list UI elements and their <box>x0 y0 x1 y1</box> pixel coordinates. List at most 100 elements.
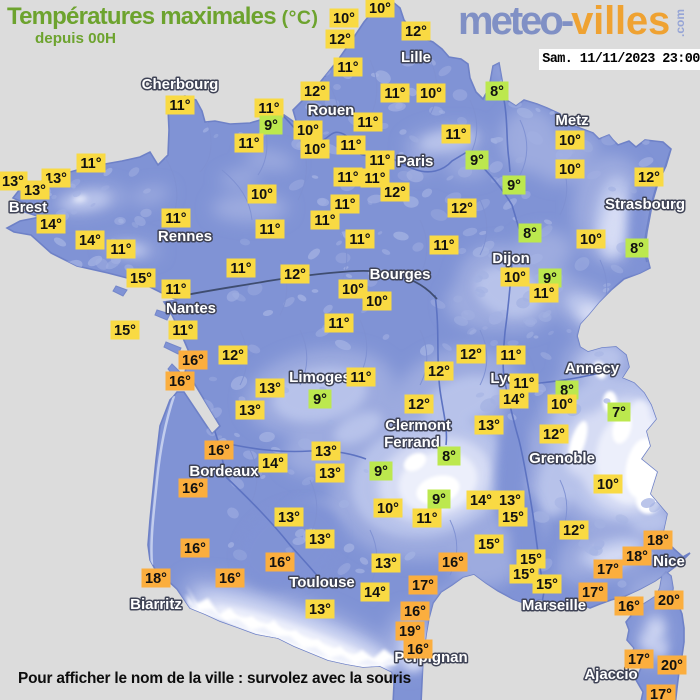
svg-text:17°: 17° <box>650 687 672 700</box>
svg-text:11°: 11° <box>500 348 521 364</box>
svg-text:11°: 11° <box>369 153 390 169</box>
svg-text:11°: 11° <box>364 171 385 187</box>
svg-text:12°: 12° <box>460 347 482 363</box>
svg-text:11°: 11° <box>357 115 378 131</box>
svg-text:10°: 10° <box>559 162 581 178</box>
svg-text:14°: 14° <box>503 392 525 408</box>
svg-text:12°: 12° <box>428 364 450 380</box>
svg-text:Bordeaux: Bordeaux <box>189 463 259 480</box>
svg-text:13°: 13° <box>478 418 500 434</box>
svg-text:Nice: Nice <box>653 553 685 570</box>
svg-text:11°: 11° <box>259 222 280 238</box>
svg-text:10°: 10° <box>504 270 526 286</box>
svg-text:13°: 13° <box>24 183 46 199</box>
svg-text:10°: 10° <box>580 232 602 248</box>
svg-text:14°: 14° <box>364 585 386 601</box>
svg-text:16°: 16° <box>169 374 191 390</box>
svg-text:11°: 11° <box>328 316 349 332</box>
svg-text:11°: 11° <box>349 232 370 248</box>
svg-text:Ferrand: Ferrand <box>384 434 440 451</box>
svg-text:14°: 14° <box>262 456 284 472</box>
svg-text:16°: 16° <box>182 481 204 497</box>
svg-text:10°: 10° <box>251 187 273 203</box>
svg-text:11°: 11° <box>165 211 186 227</box>
svg-text:10°: 10° <box>377 501 399 517</box>
svg-text:10°: 10° <box>342 282 364 298</box>
svg-text:10°: 10° <box>597 477 619 493</box>
svg-text:11°: 11° <box>384 86 405 102</box>
svg-text:12°: 12° <box>222 348 244 364</box>
svg-text:Grenoble: Grenoble <box>529 450 595 467</box>
svg-text:8°: 8° <box>523 226 537 242</box>
svg-text:18°: 18° <box>647 533 669 549</box>
svg-text:16°: 16° <box>618 599 640 615</box>
svg-text:13°: 13° <box>278 510 300 526</box>
svg-text:11°: 11° <box>416 511 437 527</box>
svg-text:9°: 9° <box>374 464 388 480</box>
svg-text:11°: 11° <box>172 323 193 339</box>
svg-text:13°: 13° <box>309 532 331 548</box>
svg-text:11°: 11° <box>169 98 190 114</box>
svg-text:11°: 11° <box>334 197 355 213</box>
svg-text:11°: 11° <box>533 286 554 302</box>
svg-text:13°: 13° <box>309 602 331 618</box>
svg-text:14°: 14° <box>40 217 62 233</box>
svg-text:17°: 17° <box>628 652 650 668</box>
svg-text:15°: 15° <box>520 552 542 568</box>
svg-text:12°: 12° <box>543 427 565 443</box>
svg-text:Metz: Metz <box>555 112 588 129</box>
svg-text:9°: 9° <box>313 392 327 408</box>
svg-text:13°: 13° <box>319 466 341 482</box>
svg-text:16°: 16° <box>404 604 426 620</box>
svg-text:13°: 13° <box>499 493 521 509</box>
svg-text:Clermont: Clermont <box>385 417 451 434</box>
svg-text:12°: 12° <box>329 32 351 48</box>
svg-text:9°: 9° <box>470 153 484 169</box>
svg-text:12°: 12° <box>284 267 306 283</box>
svg-text:11°: 11° <box>337 170 358 186</box>
svg-text:8°: 8° <box>442 449 456 465</box>
svg-text:11°: 11° <box>258 101 279 117</box>
svg-text:13°: 13° <box>2 174 24 190</box>
svg-text:17°: 17° <box>412 578 434 594</box>
svg-text:11°: 11° <box>445 127 466 143</box>
svg-text:Limoges: Limoges <box>289 369 351 386</box>
svg-text:16°: 16° <box>219 571 241 587</box>
svg-text:Rouen: Rouen <box>308 102 355 119</box>
svg-text:16°: 16° <box>182 353 204 369</box>
svg-text:12°: 12° <box>408 397 430 413</box>
svg-text:17°: 17° <box>597 562 619 578</box>
svg-text:11°: 11° <box>110 242 131 258</box>
svg-text:11°: 11° <box>165 282 186 298</box>
svg-text:15°: 15° <box>513 567 535 583</box>
svg-text:9°: 9° <box>432 492 446 508</box>
svg-text:17°: 17° <box>582 585 604 601</box>
svg-text:8°: 8° <box>630 241 644 257</box>
svg-text:11°: 11° <box>340 138 361 154</box>
svg-text:14°: 14° <box>79 233 101 249</box>
svg-text:11°: 11° <box>314 213 335 229</box>
svg-text:18°: 18° <box>145 571 167 587</box>
svg-text:9°: 9° <box>543 271 557 287</box>
svg-text:13°: 13° <box>259 381 281 397</box>
svg-text:11°: 11° <box>230 261 251 277</box>
svg-text:19°: 19° <box>399 624 421 640</box>
svg-text:16°: 16° <box>184 541 206 557</box>
svg-text:Toulouse: Toulouse <box>289 574 355 591</box>
svg-text:18°: 18° <box>626 549 648 565</box>
svg-text:15°: 15° <box>478 537 500 553</box>
svg-text:15°: 15° <box>502 510 524 526</box>
svg-text:13°: 13° <box>375 556 397 572</box>
svg-text:10°: 10° <box>366 294 388 310</box>
svg-text:Nantes: Nantes <box>166 300 216 317</box>
svg-text:Brest: Brest <box>9 199 47 216</box>
svg-text:11°: 11° <box>337 60 358 76</box>
svg-text:Marseille: Marseille <box>522 597 586 614</box>
svg-text:Biarritz: Biarritz <box>130 596 182 613</box>
svg-text:Dijon: Dijon <box>492 250 530 267</box>
svg-text:13°: 13° <box>315 444 337 460</box>
svg-text:10°: 10° <box>304 142 326 158</box>
svg-text:7°: 7° <box>612 405 626 421</box>
svg-text:Lille: Lille <box>401 49 431 66</box>
svg-text:11°: 11° <box>80 156 101 172</box>
